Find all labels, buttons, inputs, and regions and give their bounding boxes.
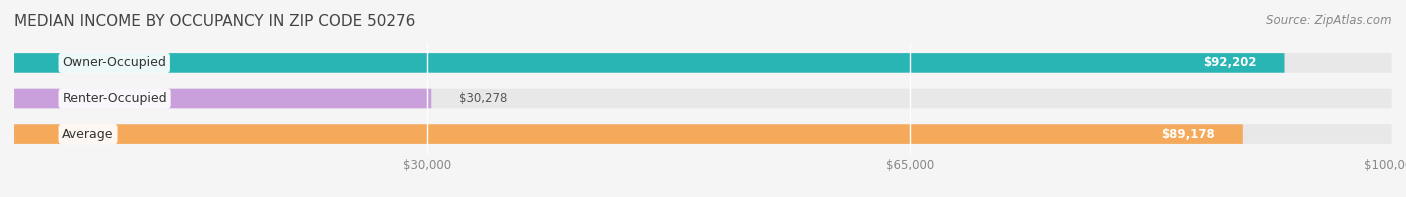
Text: $92,202: $92,202 [1204, 56, 1257, 69]
Text: Average: Average [62, 128, 114, 141]
Text: Source: ZipAtlas.com: Source: ZipAtlas.com [1267, 14, 1392, 27]
FancyBboxPatch shape [14, 89, 432, 108]
Text: MEDIAN INCOME BY OCCUPANCY IN ZIP CODE 50276: MEDIAN INCOME BY OCCUPANCY IN ZIP CODE 5… [14, 14, 415, 29]
FancyBboxPatch shape [14, 53, 1285, 73]
Text: $89,178: $89,178 [1161, 128, 1215, 141]
Text: Owner-Occupied: Owner-Occupied [62, 56, 166, 69]
Text: $30,278: $30,278 [458, 92, 508, 105]
Text: Renter-Occupied: Renter-Occupied [62, 92, 167, 105]
FancyBboxPatch shape [14, 124, 1243, 144]
FancyBboxPatch shape [14, 53, 1392, 73]
FancyBboxPatch shape [14, 124, 1392, 144]
FancyBboxPatch shape [14, 89, 1392, 108]
